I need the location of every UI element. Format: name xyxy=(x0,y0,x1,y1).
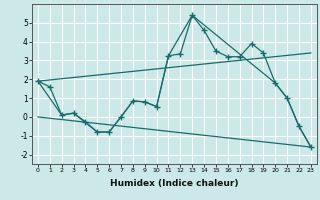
X-axis label: Humidex (Indice chaleur): Humidex (Indice chaleur) xyxy=(110,179,239,188)
